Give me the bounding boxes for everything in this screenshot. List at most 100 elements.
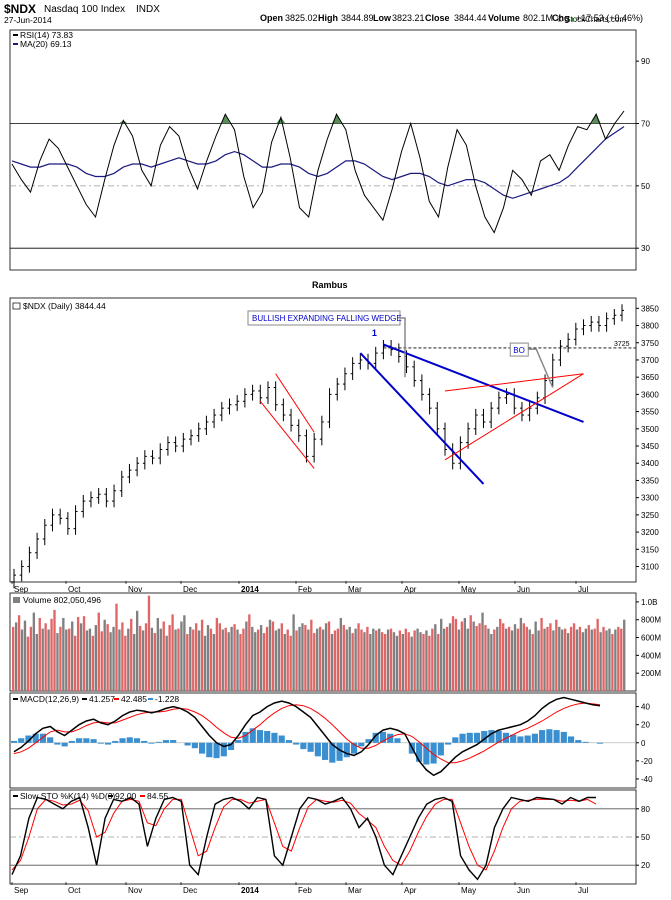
volume-bar [41, 628, 44, 691]
volume-tick-label-3: 800M [641, 616, 661, 625]
macd-histogram-bar [575, 740, 582, 743]
volume-bar [38, 617, 41, 691]
volume-bar [611, 633, 614, 691]
macd-histogram-bar [560, 731, 567, 743]
volume-bar [242, 628, 245, 691]
volume-bar [180, 621, 183, 691]
volume-bar [106, 624, 109, 691]
macd-histogram-bar [437, 742, 444, 756]
rsi-ma-line [11, 126, 625, 199]
x-axis-label-0-9: Jun [517, 585, 530, 594]
macd-histogram-bar [343, 742, 350, 758]
sto-d-line [11, 798, 597, 871]
volume-legend-swatch [13, 597, 20, 603]
volume-bar [549, 623, 552, 691]
macd-histogram-bar [90, 739, 97, 743]
volume-bar [177, 628, 180, 691]
volume-bar [156, 617, 159, 691]
volume-bar [168, 625, 171, 691]
volume-bar [617, 626, 620, 691]
wedge-upper-line [383, 343, 584, 423]
volume-bar [85, 630, 89, 691]
volume-bar [162, 621, 165, 691]
volume-bar [221, 629, 224, 691]
macd-histogram-bar [206, 742, 213, 758]
macd-histogram-bar [488, 730, 495, 743]
macd-histogram-bar [119, 738, 126, 743]
rsi-overbought-fill [118, 120, 128, 124]
macd-histogram-bar [365, 739, 372, 743]
volume-bar [29, 626, 33, 691]
volume-bar [268, 619, 272, 691]
volume-bar [35, 633, 38, 691]
volume-bar [383, 633, 387, 691]
volume-bar [71, 621, 74, 691]
volume-bar [183, 615, 186, 691]
macd-histogram-bar [83, 738, 90, 743]
macd-value-text: 41.257 [89, 694, 115, 704]
high-value: 3844.89 [341, 13, 374, 23]
x-axis-label-1-3: Dec [183, 886, 197, 895]
volume-bar [375, 630, 378, 691]
macd-histogram-bar [394, 738, 401, 743]
volume-bar [159, 628, 162, 691]
macd-histogram-bar [199, 742, 206, 754]
volume-bar [620, 628, 623, 691]
volume-panel: 200M 400M 600M 800M 1.0B Volume 802,050,496 [12, 595, 661, 691]
macd-histogram-bar [539, 730, 546, 743]
macd-histogram-bar [104, 742, 112, 745]
triangle-support-line [444, 373, 584, 461]
volume-bar [555, 619, 558, 691]
volume-bar [88, 628, 92, 691]
macd-histogram-bar [387, 733, 394, 743]
x-axis-label-1-5: Feb [298, 886, 312, 895]
volume-bar [605, 630, 608, 691]
price-tick-label-3550: 3550 [641, 408, 659, 417]
volume-bar [254, 632, 257, 691]
macd-histogram-bar [126, 737, 133, 743]
sto-tick-label-50: 50 [641, 833, 650, 842]
price-panel: 3100 3150 3200 3250 3300 3350 3400 3450 3500 3550… [12, 301, 659, 589]
volume-bar [251, 626, 254, 691]
volume-bar [552, 630, 555, 691]
volume-tick-label-1: 400M [641, 651, 661, 660]
volume-bar [286, 629, 289, 691]
macd-histogram-bar [155, 741, 162, 743]
volume-bar [437, 633, 440, 691]
volume-bar [50, 618, 53, 691]
price-legend-swatch [12, 302, 21, 310]
volume-bar [94, 625, 98, 691]
macd-histogram-bar [481, 731, 488, 743]
index-name: Nasdaq 100 Index [44, 4, 125, 15]
volume-bar [147, 595, 151, 691]
macd-signal-text: 42.485 [121, 694, 147, 704]
sto-tick-label-20: 20 [641, 861, 650, 870]
volume-bar [454, 618, 458, 691]
volume-bar [79, 623, 83, 691]
macd-histogram-bar [524, 735, 531, 743]
macd-histogram-bar [170, 740, 177, 743]
volume-bar [47, 629, 50, 691]
volume-bar [17, 615, 21, 691]
volume-bar [398, 630, 402, 691]
volume-bar [428, 635, 431, 691]
macd-histogram-bar [256, 730, 264, 743]
volume-bar [525, 626, 528, 691]
sto-panel: 20 50 80 Slow STO %K(14) %D(3) 92.00 84.55 [10, 791, 650, 881]
volume-bar [507, 626, 511, 691]
volume-bar [478, 623, 481, 691]
volume-bar [493, 629, 496, 691]
macd-histogram-bar [47, 737, 54, 743]
macd-histogram-bar [18, 738, 25, 743]
price-tick-label-3450: 3450 [641, 442, 659, 451]
macd-histogram-bar [184, 742, 191, 746]
volume-bar [203, 635, 207, 691]
volume-tick-label-2: 600M [641, 634, 661, 643]
price-tick-label-3600: 3600 [641, 390, 659, 399]
volume-bar [141, 630, 145, 691]
price-tick-label-3250: 3250 [641, 511, 659, 520]
rsi-ma-legend-text: MA(20) 69.13 [20, 39, 72, 49]
volume-bar [23, 620, 27, 691]
volume-bar [283, 633, 286, 691]
price-tick-label-3700: 3700 [641, 356, 659, 365]
